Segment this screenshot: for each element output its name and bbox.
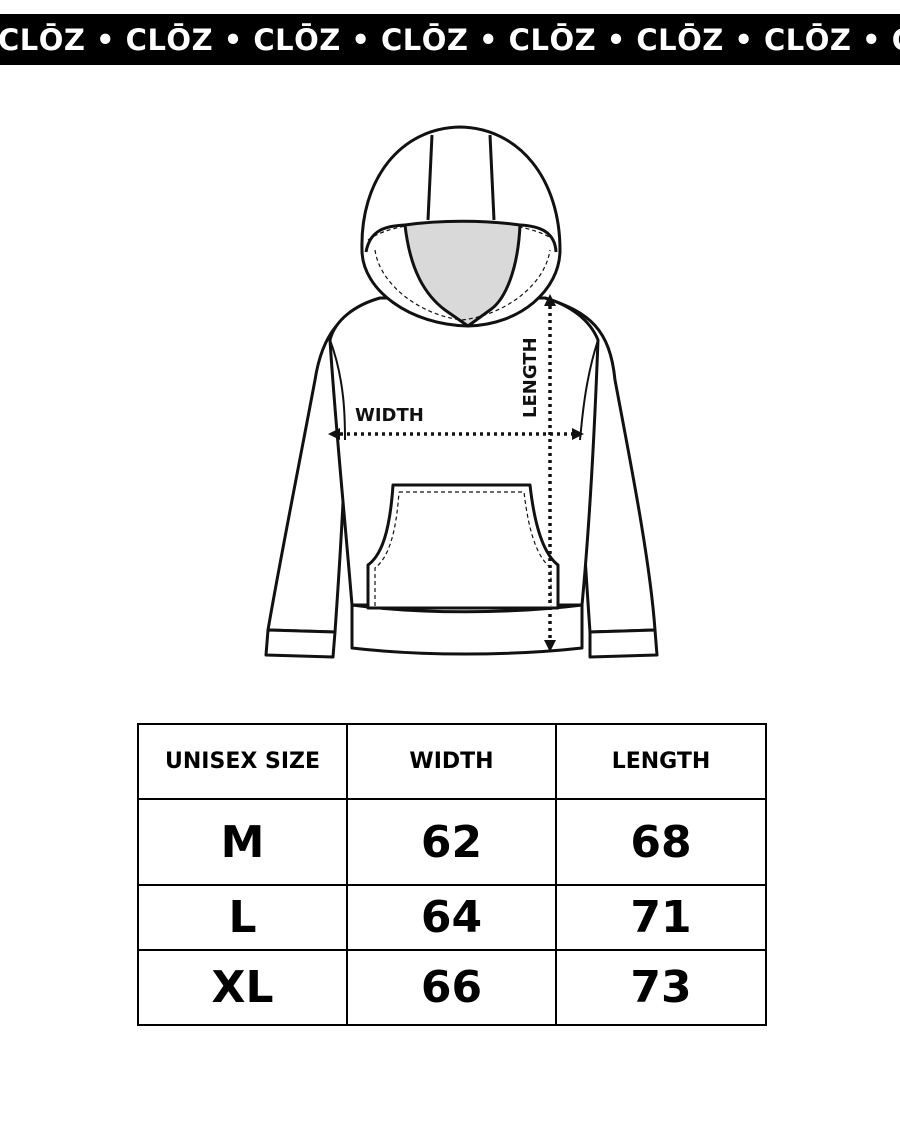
header-length: LENGTH xyxy=(555,723,767,800)
width-cell: 66 xyxy=(346,949,557,1026)
width-label: WIDTH xyxy=(355,405,424,426)
left-cuff xyxy=(264,628,337,659)
width-cell: 64 xyxy=(346,884,557,951)
right-cuff xyxy=(588,628,659,659)
hem-band xyxy=(350,603,584,656)
table-row: XL 66 73 xyxy=(137,949,767,1026)
brand-banner-text: CLŌZ • CLŌZ • CLŌZ • CLŌZ • CLŌZ • CLŌZ … xyxy=(0,22,900,57)
hood-face-opening xyxy=(403,219,522,328)
header-width: WIDTH xyxy=(346,723,557,800)
size-table: UNISEX SIZE WIDTH LENGTH M 62 68 L 64 71… xyxy=(137,723,767,1026)
length-cell: 71 xyxy=(555,884,767,951)
header-size: UNISEX SIZE xyxy=(137,723,348,800)
width-cell: 62 xyxy=(346,798,557,886)
table-row: L 64 71 xyxy=(137,884,767,951)
kangaroo-pocket xyxy=(366,483,560,610)
length-cell: 73 xyxy=(555,949,767,1026)
table-row: M 62 68 xyxy=(137,798,767,886)
hoodie-diagram: WIDTH LENGTH xyxy=(264,125,659,659)
size-cell: M xyxy=(137,798,348,886)
size-cell: XL xyxy=(137,949,348,1026)
length-cell: 68 xyxy=(555,798,767,886)
brand-banner: CLŌZ • CLŌZ • CLŌZ • CLŌZ • CLŌZ • CLŌZ … xyxy=(0,14,900,65)
table-header-row: UNISEX SIZE WIDTH LENGTH xyxy=(137,723,767,800)
size-cell: L xyxy=(137,884,348,951)
length-label: LENGTH xyxy=(520,337,541,418)
